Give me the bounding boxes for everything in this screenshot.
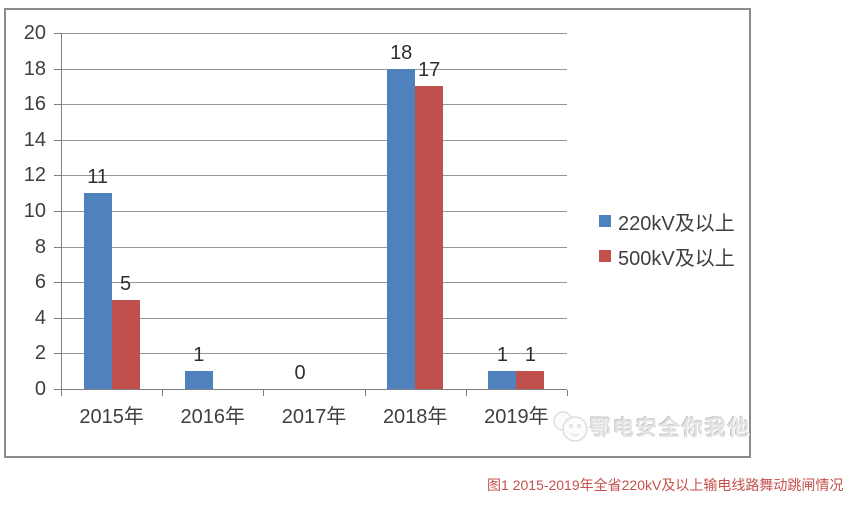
y-axis-label: 10 bbox=[23, 200, 46, 222]
x-axis-label: 2015年 bbox=[79, 406, 144, 428]
x-axis-label: 2016年 bbox=[180, 406, 246, 428]
bar-value-label: 1 bbox=[496, 344, 508, 367]
bar-value-label: 11 bbox=[87, 166, 108, 189]
legend: 220kV及以上 500kV及以上 bbox=[599, 209, 735, 279]
bar-220kV及以上-2018年 bbox=[387, 68, 416, 389]
y-axis-label: 4 bbox=[34, 306, 46, 329]
gridline bbox=[62, 68, 567, 70]
y-axis-tick bbox=[54, 68, 61, 70]
bar-220kV及以上-2019年 bbox=[488, 371, 517, 389]
x-axis-line bbox=[61, 389, 567, 390]
gridline bbox=[62, 104, 567, 106]
watermark-text: 鄂电安全你我他 bbox=[590, 417, 751, 440]
bar-value-label: 1 bbox=[193, 344, 205, 367]
y-axis-tick bbox=[54, 33, 61, 34]
bar-value-label: 17 bbox=[418, 59, 441, 82]
bar-value-label: 5 bbox=[120, 273, 132, 295]
chart-frame: 0 2 4 6 8 10 12 14 16 18 20 11 5 2015年 1 2016年 0 2017年 18 1… bbox=[4, 8, 751, 458]
bar-220kV及以上-2015年 bbox=[83, 193, 112, 389]
bar-220kV及以上-2016年 bbox=[184, 371, 213, 389]
y-axis-line bbox=[61, 33, 62, 395]
y-axis-label: 14 bbox=[23, 128, 46, 151]
gridline bbox=[62, 353, 567, 355]
x-axis-tick bbox=[567, 390, 568, 396]
legend-swatch-icon bbox=[599, 250, 611, 262]
y-axis-tick bbox=[54, 139, 61, 141]
y-axis-tick bbox=[54, 104, 61, 106]
gridline bbox=[62, 282, 567, 284]
bar-value-label: 18 bbox=[390, 41, 413, 64]
gridline bbox=[62, 211, 567, 212]
y-axis-label: 20 bbox=[23, 22, 46, 44]
watermark: 鄂电安全你我他 bbox=[550, 408, 751, 446]
bar-value-label: 1 bbox=[524, 344, 536, 367]
bar-500kV及以上-2018年 bbox=[415, 86, 444, 389]
y-axis-label: 12 bbox=[23, 164, 46, 187]
gridline bbox=[62, 246, 567, 248]
x-axis-tick bbox=[61, 390, 62, 396]
legend-item: 500kV及以上 bbox=[599, 244, 735, 270]
y-axis-tick bbox=[54, 175, 61, 177]
legend-swatch-icon bbox=[599, 215, 611, 227]
y-axis-label: 16 bbox=[23, 93, 46, 116]
x-axis-tick bbox=[263, 390, 265, 396]
y-axis-tick bbox=[54, 317, 61, 319]
legend-label: 500kV及以上 bbox=[618, 247, 735, 270]
x-axis-label: 2019年 bbox=[484, 406, 549, 428]
x-axis-label: 2018年 bbox=[382, 406, 448, 428]
panda-face-logo-icon bbox=[550, 408, 590, 446]
bar-500kV及以上-2019年 bbox=[516, 371, 545, 389]
y-axis-label: 18 bbox=[23, 57, 46, 80]
x-axis-tick bbox=[162, 390, 164, 396]
y-axis-tick bbox=[54, 246, 61, 248]
legend-label: 220kV及以上 bbox=[618, 212, 735, 235]
gridline bbox=[62, 317, 567, 319]
bar-500kV及以上-2015年 bbox=[111, 300, 140, 389]
legend-item: 220kV及以上 bbox=[599, 209, 735, 235]
y-axis-tick bbox=[54, 211, 61, 212]
y-axis-label: 0 bbox=[34, 378, 46, 400]
x-axis-label: 2017年 bbox=[281, 406, 347, 428]
y-axis-label: 2 bbox=[34, 342, 46, 365]
figure-caption: 图1 2015-2019年全省220kV及以上输电线路舞动跳闸情况 bbox=[487, 477, 844, 493]
y-axis-tick bbox=[54, 353, 61, 355]
y-axis-tick bbox=[54, 389, 61, 390]
bar-value-label: 0 bbox=[294, 362, 306, 384]
gridline bbox=[62, 139, 567, 141]
y-axis-label: 8 bbox=[34, 235, 46, 258]
y-axis-label: 6 bbox=[34, 271, 46, 294]
y-axis-tick bbox=[54, 282, 61, 284]
gridline bbox=[62, 175, 567, 177]
gridline bbox=[62, 33, 567, 34]
x-axis-tick bbox=[465, 390, 467, 396]
x-axis-tick bbox=[364, 390, 366, 396]
